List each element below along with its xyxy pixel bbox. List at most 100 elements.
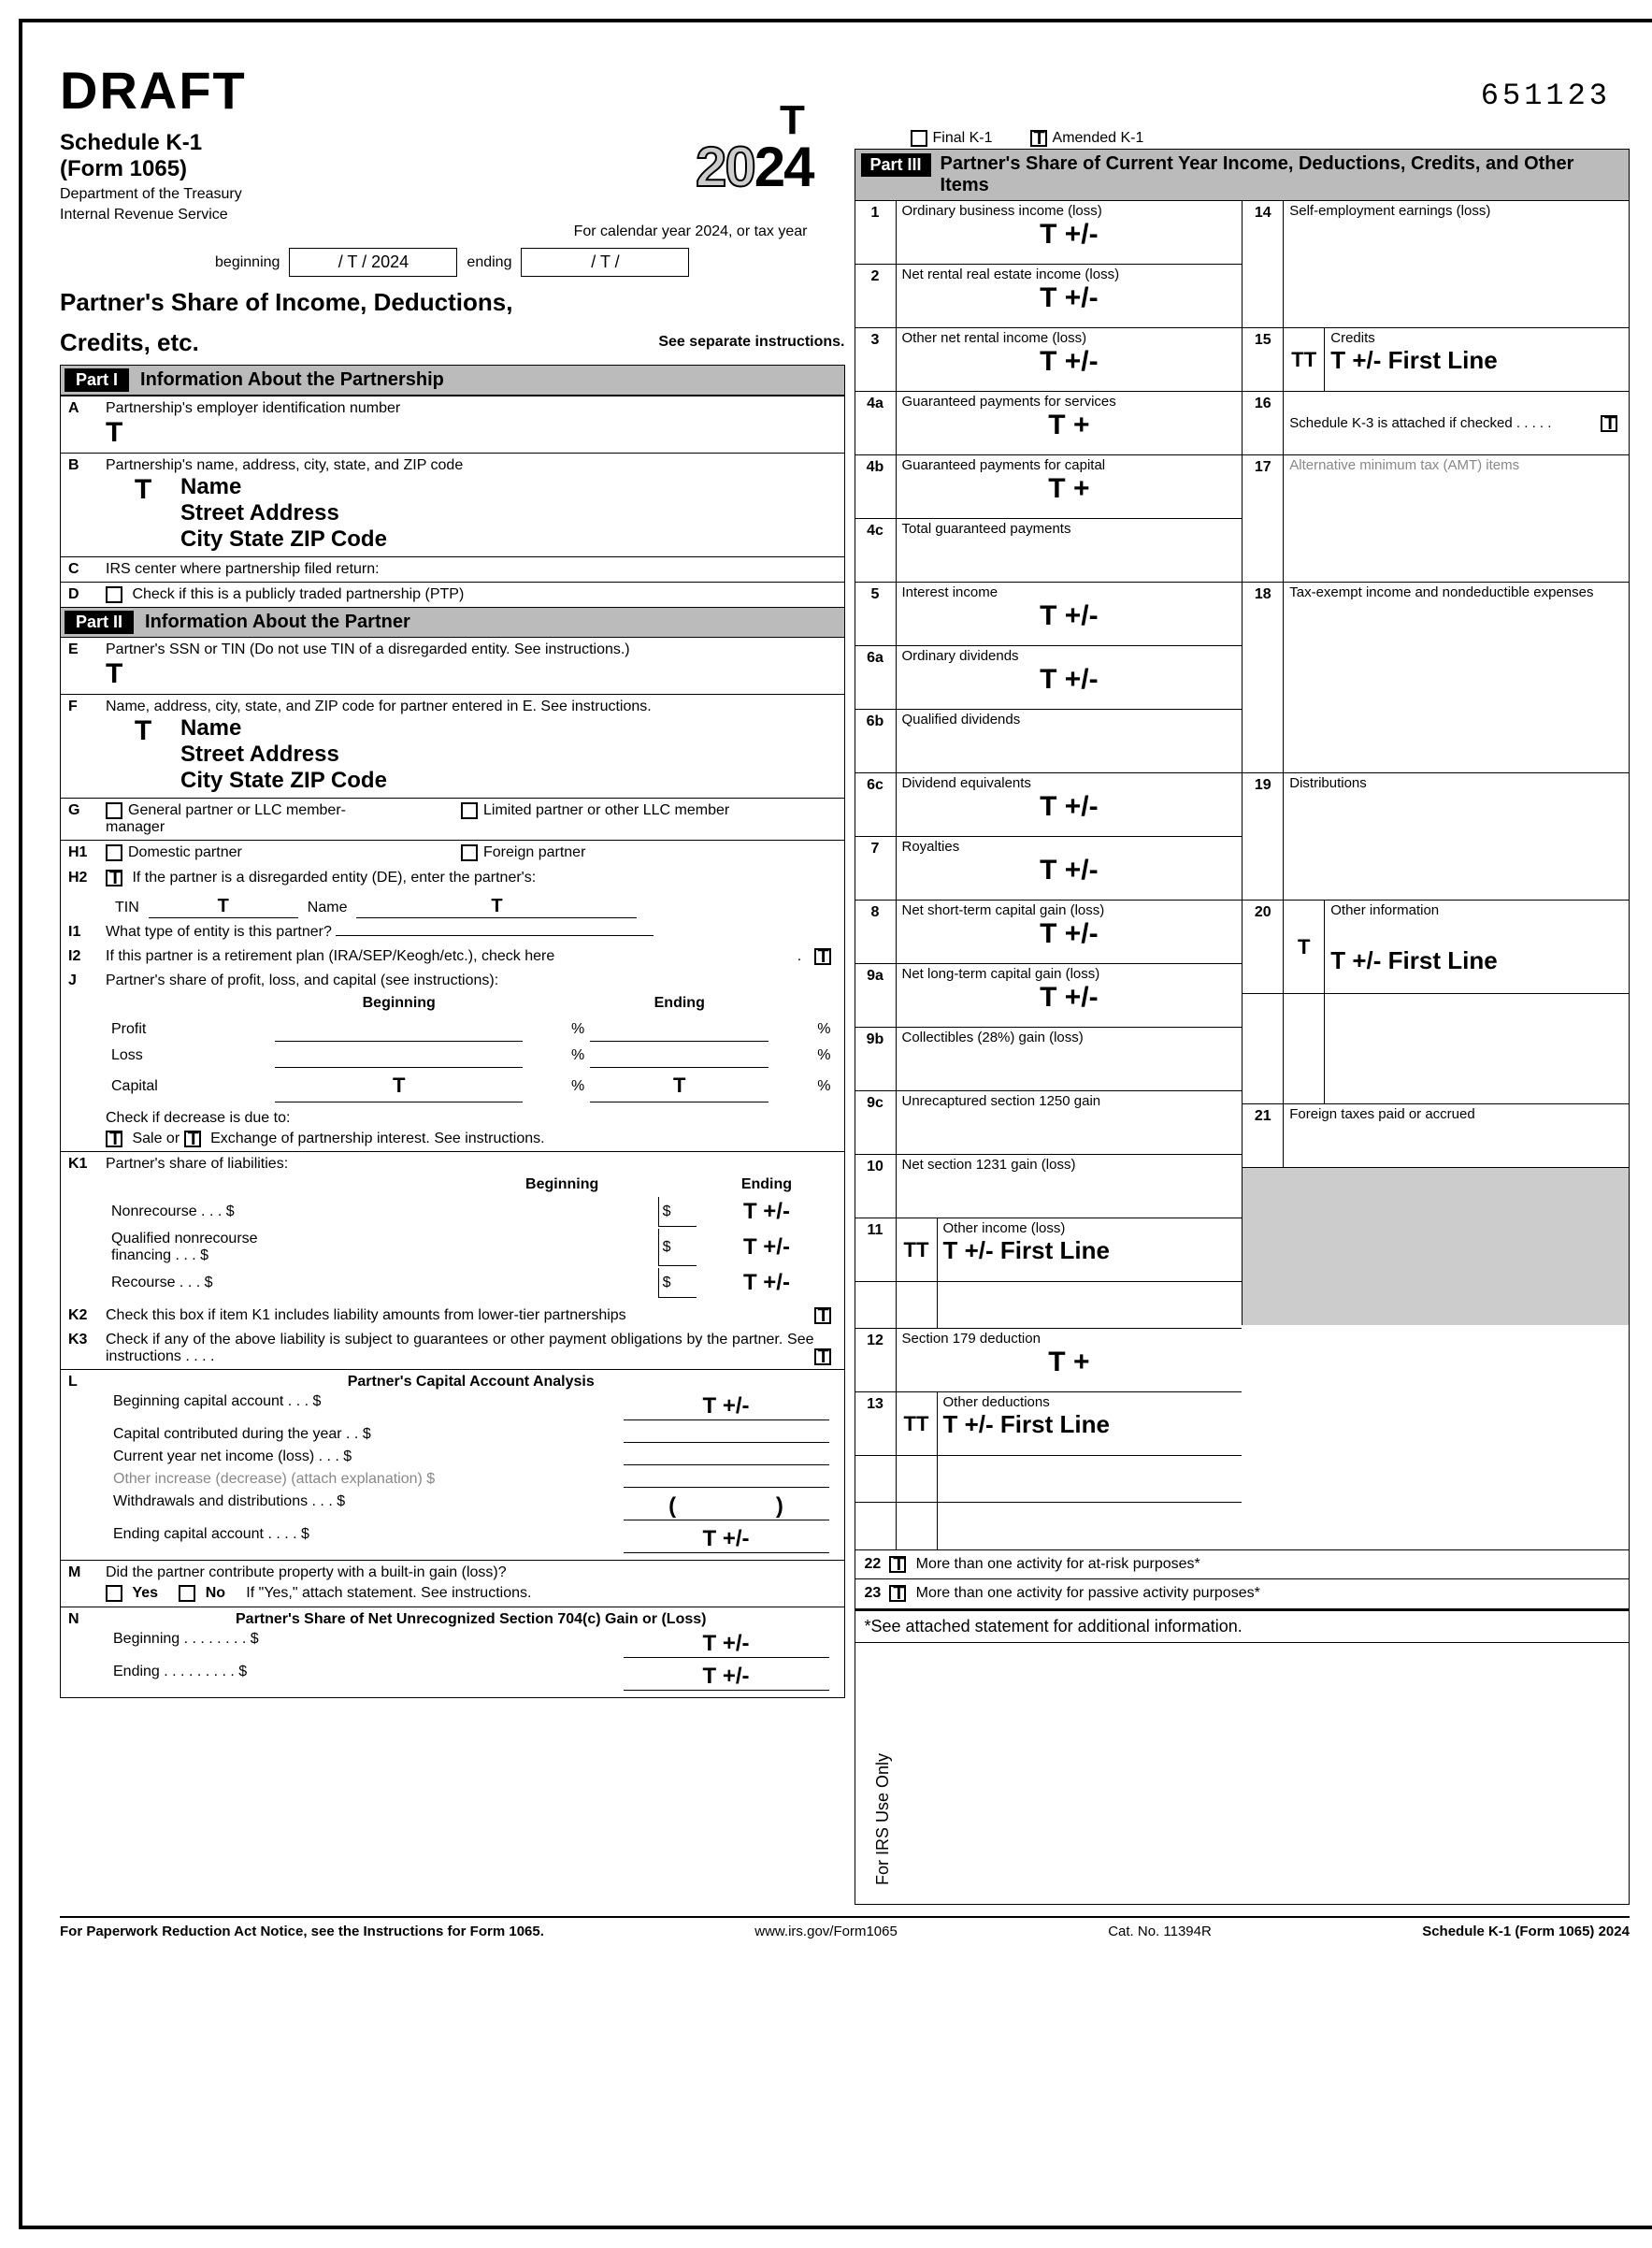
field-I2-checkbox[interactable] [814, 948, 831, 965]
p3-4a-value[interactable]: T + [902, 410, 1237, 441]
p3-blank-3 [855, 1503, 1243, 1549]
p3-15-value[interactable]: T +/- First Line [1330, 346, 1623, 375]
page-footer: For Paperwork Reduction Act Notice, see … [60, 1916, 1630, 1939]
K1-qnr-end[interactable]: T +/- [698, 1229, 834, 1266]
field-F-street[interactable]: Street Address [180, 742, 387, 768]
K1-rec-end[interactable]: T +/- [698, 1268, 834, 1298]
p3-3-value[interactable]: T +/- [902, 346, 1237, 378]
field-B-city[interactable]: City State ZIP Code [180, 526, 387, 553]
p3-20-value[interactable]: T +/- First Line [1330, 946, 1623, 975]
field-C: C IRS center where partnership filed ret… [60, 557, 845, 583]
p3-15-code[interactable]: TT [1284, 328, 1325, 391]
J-sale-checkbox[interactable] [106, 1131, 122, 1147]
K2-checkbox[interactable] [814, 1307, 831, 1324]
J-capital-end[interactable]: T [590, 1070, 769, 1102]
field-H2: H2 If the partner is a disregarded entit… [60, 866, 845, 890]
field-D-text: Check if this is a publicly traded partn… [132, 586, 464, 602]
L-contrib[interactable] [624, 1426, 829, 1443]
field-E-value[interactable]: T [106, 658, 837, 690]
beginning-label: beginning [215, 254, 280, 271]
p3-11-value[interactable]: T +/- First Line [943, 1236, 1237, 1265]
p3-item-2: 2Net rental real estate income (loss)T +… [855, 265, 1243, 328]
field-H2-checkbox[interactable] [106, 870, 122, 886]
p3-1-value[interactable]: T +/- [902, 219, 1237, 251]
p3-13-value[interactable]: T +/- First Line [943, 1410, 1237, 1439]
field-H1-cb2[interactable] [461, 844, 478, 861]
p3-6c-value[interactable]: T +/- [902, 791, 1237, 823]
p3-13-code[interactable]: TT [897, 1392, 938, 1455]
field-K3: K3 Check if any of the above liability i… [60, 1328, 845, 1370]
K1-rec-beg[interactable] [468, 1268, 656, 1298]
field-A-value[interactable]: T [106, 417, 837, 449]
p3-2-value[interactable]: T +/- [902, 282, 1237, 314]
p3-line-23: 23 More than one activity for passive ac… [855, 1579, 1630, 1608]
J-profit-beg[interactable] [275, 1017, 523, 1042]
beginning-date[interactable]: / T / 2024 [289, 248, 457, 277]
ending-date[interactable]: / T / [521, 248, 689, 277]
form-number: 651123 [1481, 79, 1611, 113]
p3-item-9c: 9cUnrecaptured section 1250 gain [855, 1091, 1243, 1155]
K1-qnr-beg[interactable] [468, 1229, 656, 1266]
p3-12-value[interactable]: T + [902, 1347, 1237, 1378]
p3-16-checkbox[interactable] [1601, 415, 1617, 432]
K1-nonrec-end[interactable]: T +/- [698, 1197, 834, 1227]
field-H1-cb1[interactable] [106, 844, 122, 861]
p3-item-4b: 4bGuaranteed payments for capitalT + [855, 455, 1243, 519]
M-yes-checkbox[interactable] [106, 1585, 122, 1602]
field-B-t: T [106, 474, 180, 506]
p3-8-value[interactable]: T +/- [902, 918, 1237, 950]
field-C-text: IRS center where partnership filed retur… [106, 561, 837, 578]
final-k1-checkbox[interactable] [911, 130, 927, 147]
p3-item-4a: 4aGuaranteed payments for servicesT + [855, 392, 1243, 455]
field-H2-name[interactable]: T [356, 896, 637, 918]
N-beg[interactable]: T +/- [624, 1631, 829, 1658]
L-end-cap[interactable]: T +/- [624, 1526, 829, 1553]
J-exchange-checkbox[interactable] [184, 1131, 201, 1147]
p3-5-value[interactable]: T +/- [902, 600, 1237, 632]
L-netincome[interactable] [624, 1448, 829, 1465]
field-D-checkbox[interactable] [106, 586, 122, 603]
p3-4b-value[interactable]: T + [902, 473, 1237, 505]
L-withdrawals[interactable] [624, 1493, 829, 1520]
L-beg-cap[interactable]: T +/- [624, 1393, 829, 1420]
K1-nonrec-beg[interactable] [468, 1197, 656, 1227]
field-G-cb1[interactable] [106, 802, 122, 819]
field-B-street[interactable]: Street Address [180, 500, 387, 526]
p3-22-checkbox[interactable] [889, 1556, 906, 1573]
form-page: DRAFT 651123 T 2024 Schedule K-1 (Form 1… [19, 19, 1652, 2229]
amended-k1-checkbox[interactable] [1030, 130, 1047, 147]
left-column: Schedule K-1 (Form 1065) Department of t… [60, 130, 855, 1905]
field-F-city[interactable]: City State ZIP Code [180, 768, 387, 794]
p3-item-5: 5Interest incomeT +/- [855, 583, 1243, 646]
K3-checkbox[interactable] [814, 1348, 831, 1365]
J-profit-end[interactable] [590, 1017, 769, 1042]
field-F-name[interactable]: Name [180, 715, 387, 742]
J-loss-beg[interactable] [275, 1044, 523, 1068]
part2-title: Information About the Partner [145, 612, 410, 633]
p3-6a-value[interactable]: T +/- [902, 664, 1237, 696]
date-range: beginning / T / 2024 ending / T / [60, 248, 845, 277]
p3-23-checkbox[interactable] [889, 1585, 906, 1602]
field-H2-tin[interactable]: T [149, 896, 298, 918]
part1-title: Information About the Partnership [140, 369, 444, 391]
J-loss-end[interactable] [590, 1044, 769, 1068]
M-no-checkbox[interactable] [179, 1585, 195, 1602]
field-I2: I2 If this partner is a retirement plan … [60, 944, 845, 969]
field-M: M Did the partner contribute property wi… [60, 1561, 845, 1607]
p3-11-code[interactable]: TT [897, 1218, 938, 1281]
p3-7-value[interactable]: T +/- [902, 855, 1237, 886]
share-title-2: Credits, etc. See separate instructions. [60, 328, 845, 357]
field-I1-value[interactable] [336, 935, 654, 936]
field-H1: H1 Domestic partner Foreign partner [60, 841, 845, 865]
part2-label: Part II [65, 611, 134, 634]
p3-9a-value[interactable]: T +/- [902, 982, 1237, 1014]
p3-item-16: 16Schedule K-3 is attached if checked . … [1242, 392, 1629, 455]
L-other[interactable] [624, 1471, 829, 1488]
field-G-cb2[interactable] [461, 802, 478, 819]
part2-header: Part II Information About the Partner [60, 608, 845, 638]
field-I1: I1 What type of entity is this partner? [60, 920, 845, 944]
N-end[interactable]: T +/- [624, 1664, 829, 1691]
field-B-name[interactable]: Name [180, 474, 387, 500]
J-capital-beg[interactable]: T [275, 1070, 523, 1102]
p3-20-code[interactable]: T [1284, 901, 1325, 993]
